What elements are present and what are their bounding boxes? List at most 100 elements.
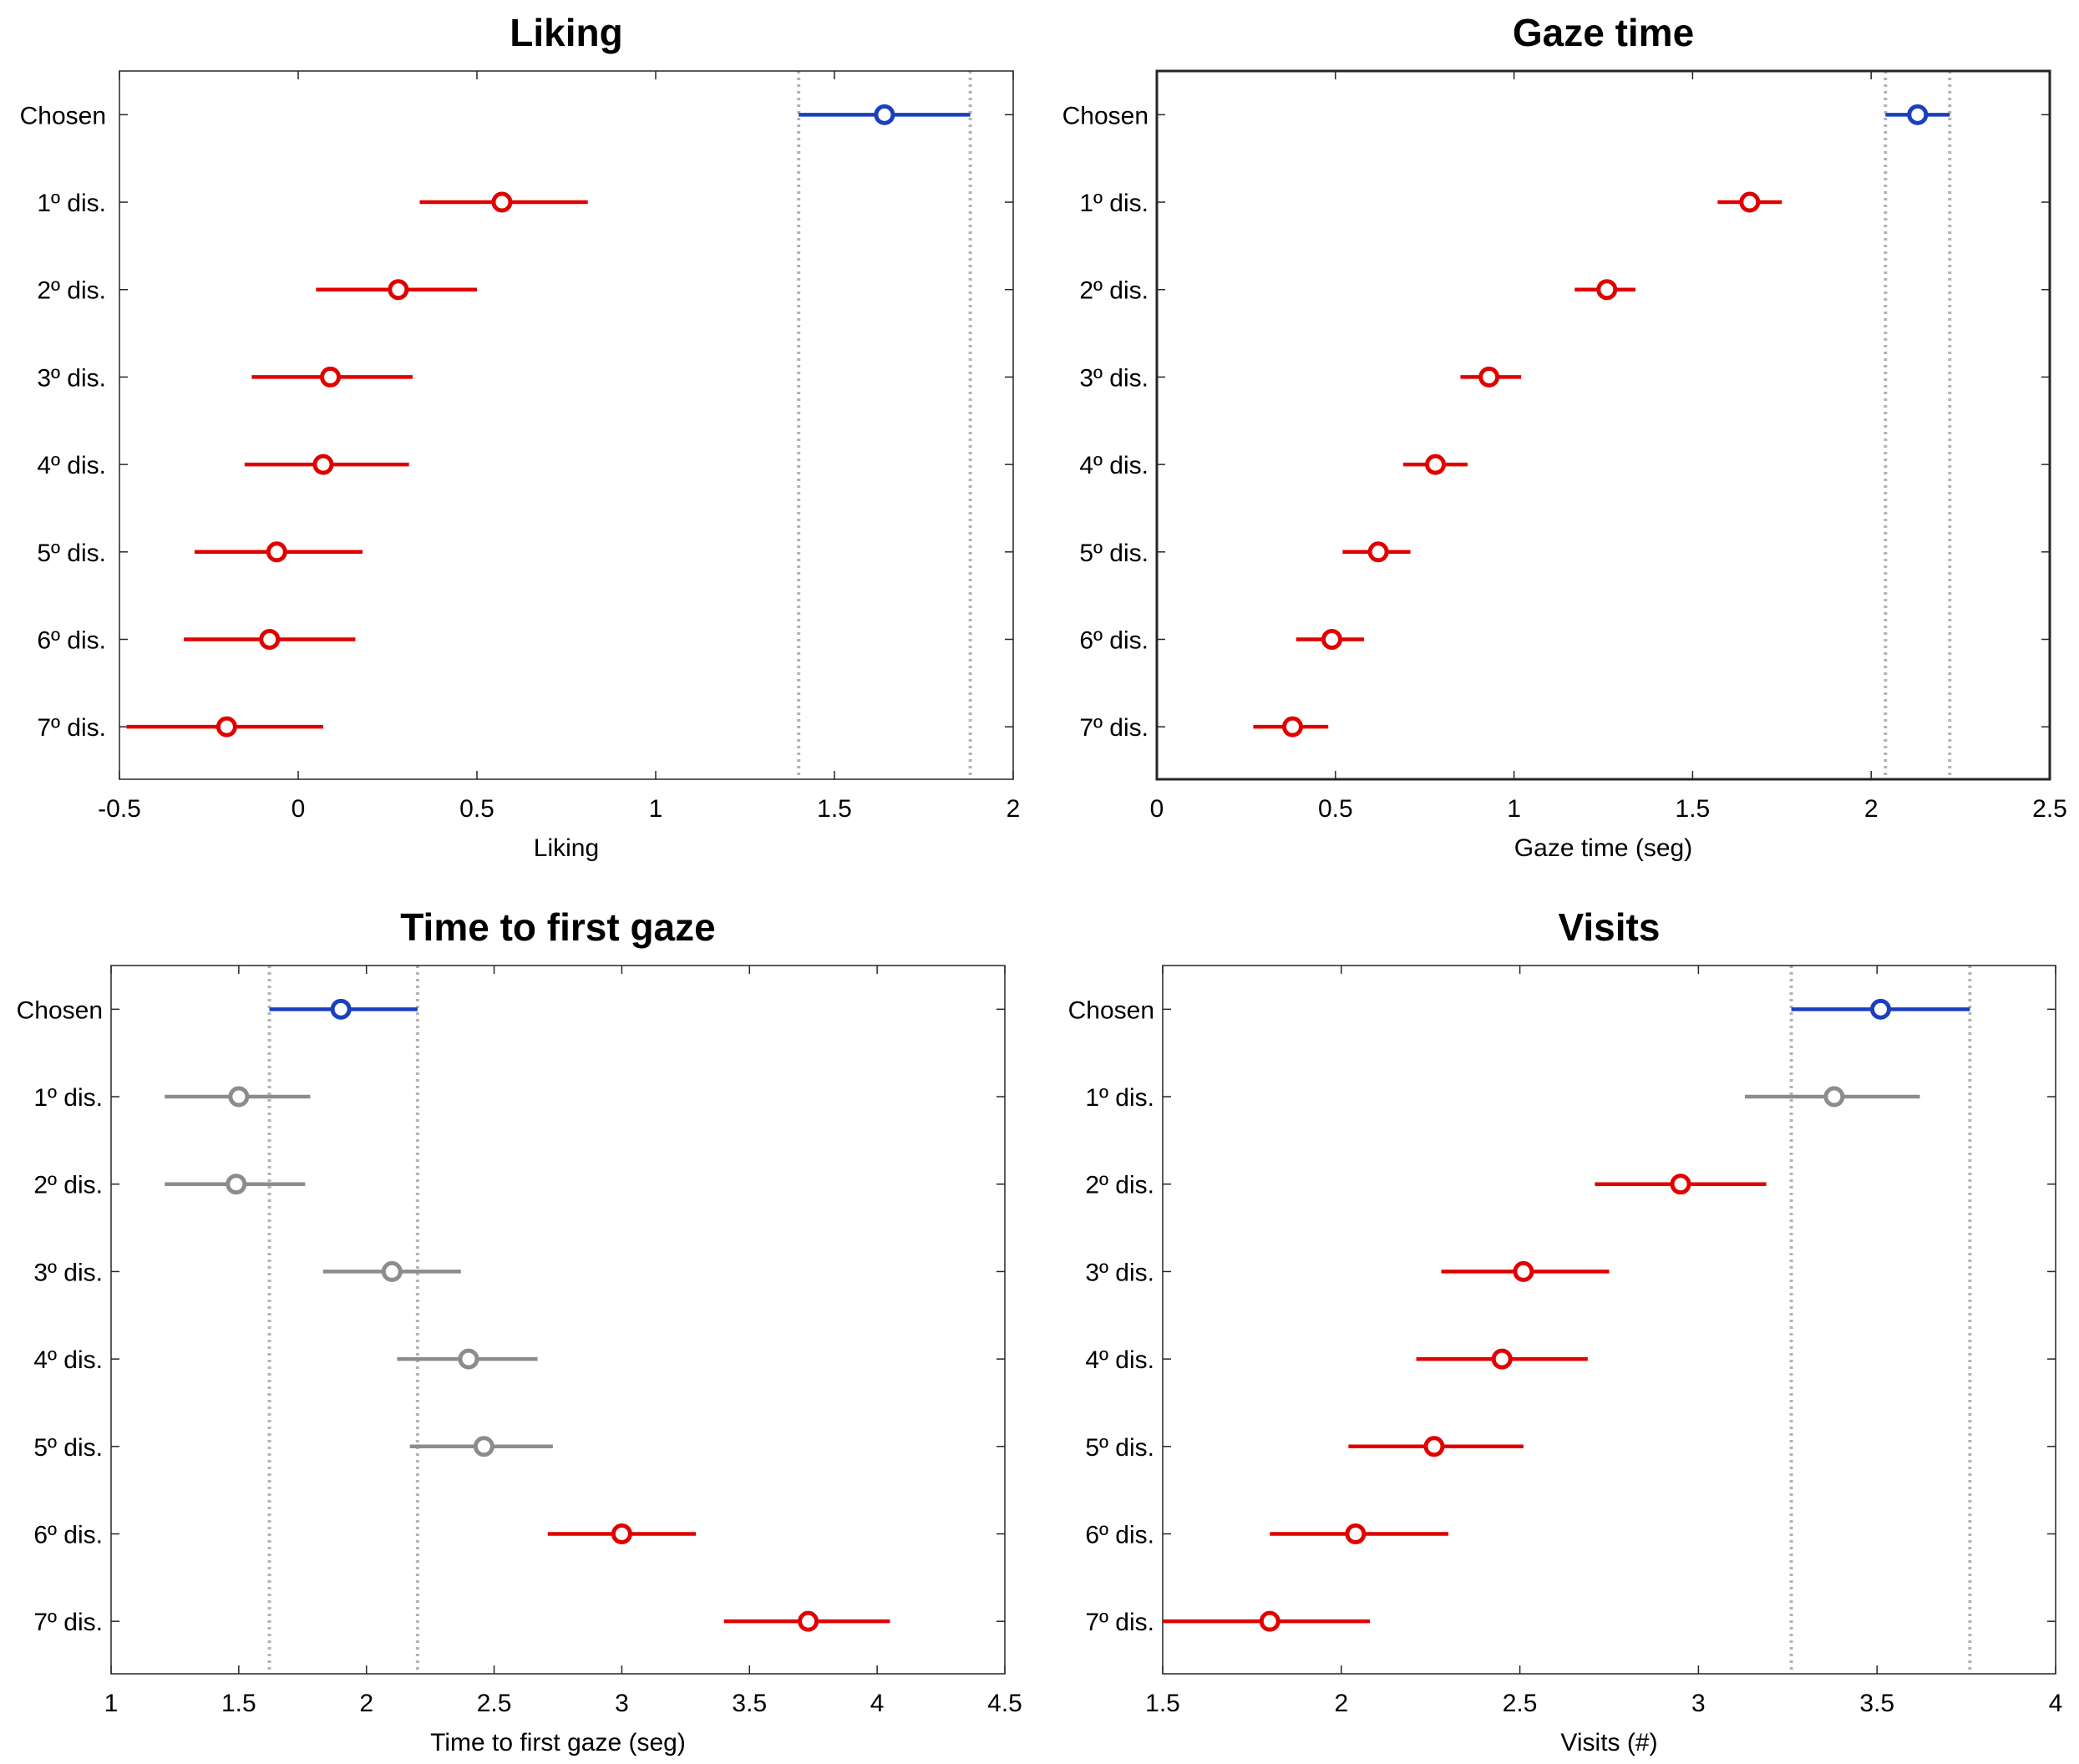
gaze-time-category-label: 6º dis. xyxy=(1079,626,1149,654)
time-to-first-gaze-category-label: 5º dis. xyxy=(33,1434,103,1462)
visits-category-label: Chosen xyxy=(1068,996,1154,1024)
liking-mean-marker xyxy=(312,454,334,475)
visits-mean-marker xyxy=(1869,998,1891,1020)
gaze-time-category-label: 4º dis. xyxy=(1079,452,1149,479)
time-to-first-gaze-mean-marker xyxy=(458,1348,479,1370)
liking-category-label: 7º dis. xyxy=(37,714,106,742)
visits-mean-marker xyxy=(1345,1523,1367,1544)
liking-mean-marker xyxy=(874,104,895,125)
liking-title: Liking xyxy=(510,11,622,54)
visits-mean-marker xyxy=(1491,1348,1513,1370)
visits-xtick-label: 2 xyxy=(1334,1690,1348,1717)
liking-mean-marker xyxy=(320,366,342,388)
visits-xtick-label: 3.5 xyxy=(1859,1690,1894,1717)
gaze-time-xlabel: Gaze time (seg) xyxy=(1514,834,1692,862)
visits-category-label: 3º dis. xyxy=(1085,1259,1154,1286)
gaze-time-mean-marker xyxy=(1367,541,1389,563)
liking-xtick-label: 0.5 xyxy=(459,795,494,823)
time-to-first-gaze-xtick-label: 2.5 xyxy=(477,1690,512,1717)
time-to-first-gaze-category-label: 6º dis. xyxy=(33,1521,103,1549)
gaze-time-xtick-label: 2.5 xyxy=(2032,795,2067,823)
time-to-first-gaze-category-label: 7º dis. xyxy=(33,1609,103,1636)
visits-axes-box xyxy=(1162,965,2056,1675)
visits-title: Visits xyxy=(1559,905,1661,949)
visits-mean-marker xyxy=(1423,1436,1445,1457)
gaze-time-mean-marker xyxy=(1425,454,1447,475)
gaze-time-category-label: 2º dis. xyxy=(1079,277,1149,305)
visits-mean-marker xyxy=(1259,1610,1280,1632)
gaze-time-mean-marker xyxy=(1478,366,1500,388)
visits-category-label: 5º dis. xyxy=(1085,1434,1154,1462)
gaze-time-category-label: 5º dis. xyxy=(1079,540,1149,567)
time-to-first-gaze-category-label: 3º dis. xyxy=(33,1259,103,1286)
visits-category-label: 2º dis. xyxy=(1085,1172,1154,1199)
visits-category-label: 1º dis. xyxy=(1085,1084,1154,1112)
time-to-first-gaze-mean-marker xyxy=(381,1260,403,1282)
gaze-time-mean-marker xyxy=(1321,628,1343,650)
time-to-first-gaze-title: Time to first gaze xyxy=(400,905,715,949)
time-to-first-gaze-category-label: 4º dis. xyxy=(33,1346,103,1374)
visits-xtick-label: 3 xyxy=(1691,1690,1706,1717)
gaze-time-category-label: 7º dis. xyxy=(1079,714,1149,742)
visits-mean-marker xyxy=(1823,1086,1845,1108)
visits-panel: Visits Visits (#) 1.5 2 2.5 3 3.5 4 Chosen 1º d… xyxy=(1068,905,2063,1756)
time-to-first-gaze-xtick-label: 3 xyxy=(615,1690,629,1717)
liking-xlabel: Liking xyxy=(534,834,599,862)
liking-mean-marker xyxy=(259,628,281,650)
visits-category-label: 7º dis. xyxy=(1085,1609,1154,1636)
time-to-first-gaze-mean-marker xyxy=(798,1610,819,1632)
gaze-time-mean-marker xyxy=(1281,716,1303,738)
liking-category-label: 2º dis. xyxy=(37,277,106,305)
gaze-time-mean-marker xyxy=(1739,191,1761,213)
gaze-time-panel: Gaze time Gaze time (seg) 0 0.5 1 1.5 2 2.5 Ch… xyxy=(1062,11,2067,862)
time-to-first-gaze-xtick-label: 2 xyxy=(359,1690,373,1717)
liking-axes-box xyxy=(119,70,1014,780)
time-to-first-gaze-xtick-label: 1 xyxy=(104,1690,119,1717)
liking-category-label: Chosen xyxy=(20,102,106,129)
gaze-time-xtick-label: 0 xyxy=(1150,795,1164,823)
time-to-first-gaze-panel: Time to first gaze Time to first gaze (s… xyxy=(17,905,1022,1756)
time-to-first-gaze-category-label: 2º dis. xyxy=(33,1172,103,1199)
time-to-first-gaze-xlabel: Time to first gaze (seg) xyxy=(430,1729,686,1756)
visits-xtick-label: 4 xyxy=(2049,1690,2063,1717)
gaze-time-mean-marker xyxy=(1907,104,1929,125)
liking-xtick-label: 0 xyxy=(292,795,306,823)
liking-category-label: 1º dis. xyxy=(37,190,106,217)
gaze-time-xtick-label: 2 xyxy=(1864,795,1879,823)
visits-category-label: 6º dis. xyxy=(1085,1521,1154,1549)
liking-panel: Liking Liking -0.5 0 0.5 1 1.5 2 Chosen 1º dis.… xyxy=(20,11,1021,862)
time-to-first-gaze-mean-marker xyxy=(228,1086,250,1108)
gaze-time-xtick-label: 1 xyxy=(1507,795,1521,823)
time-to-first-gaze-xtick-label: 1.5 xyxy=(221,1690,256,1717)
gaze-time-category-label: 3º dis. xyxy=(1079,364,1149,392)
liking-mean-marker xyxy=(491,191,513,213)
liking-mean-marker xyxy=(266,541,287,563)
liking-category-label: 5º dis. xyxy=(37,540,106,567)
visits-xlabel: Visits (#) xyxy=(1560,1729,1657,1756)
time-to-first-gaze-mean-marker xyxy=(611,1523,632,1544)
time-to-first-gaze-category-label: 1º dis. xyxy=(33,1084,103,1112)
gaze-time-xtick-label: 0.5 xyxy=(1318,795,1353,823)
time-to-first-gaze-xtick-label: 3.5 xyxy=(732,1690,767,1717)
gaze-time-title: Gaze time xyxy=(1513,11,1694,54)
gaze-time-category-label: 1º dis. xyxy=(1079,190,1149,217)
time-to-first-gaze-xtick-label: 4.5 xyxy=(987,1690,1022,1717)
liking-category-label: 3º dis. xyxy=(37,364,106,392)
visits-xtick-label: 2.5 xyxy=(1503,1690,1538,1717)
liking-xtick-label: 1 xyxy=(649,795,663,823)
visits-mean-marker xyxy=(1670,1173,1691,1195)
gaze-time-xtick-label: 1.5 xyxy=(1676,795,1711,823)
gaze-time-axes-box xyxy=(1155,69,2051,781)
time-to-first-gaze-axes-box xyxy=(110,965,1006,1675)
gaze-time-category-label: Chosen xyxy=(1062,102,1149,129)
liking-mean-marker xyxy=(216,716,237,738)
liking-category-label: 6º dis. xyxy=(37,626,106,654)
liking-xtick-label: -0.5 xyxy=(98,795,141,823)
time-to-first-gaze-mean-marker xyxy=(473,1436,494,1457)
gaze-time-mean-marker xyxy=(1596,279,1618,301)
liking-xtick-label: 2 xyxy=(1007,795,1021,823)
liking-mean-marker xyxy=(388,279,409,301)
visits-mean-marker xyxy=(1513,1260,1534,1282)
time-to-first-gaze-xtick-label: 4 xyxy=(870,1690,885,1717)
